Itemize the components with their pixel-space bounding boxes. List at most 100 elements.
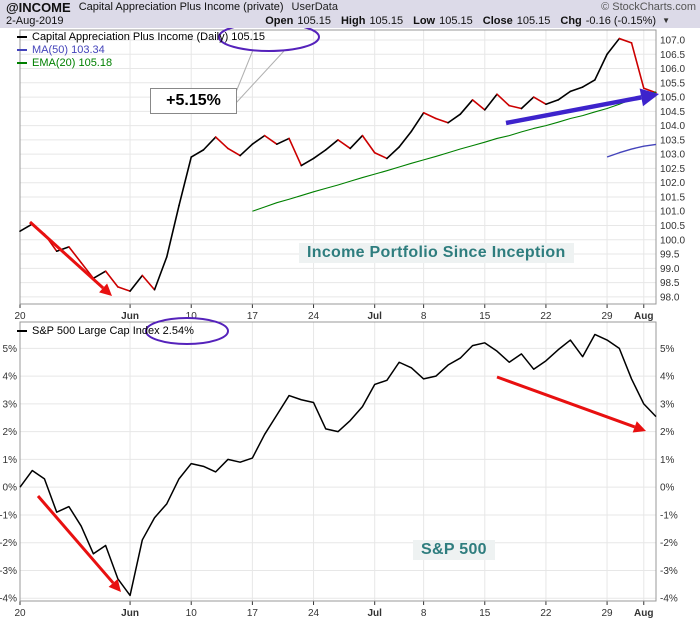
price-line-segment (263, 134, 278, 145)
x-axis-label: Jun (121, 311, 139, 322)
chart-title: Capital Appreciation Plus Income (privat… (78, 1, 284, 13)
price-line-segment (496, 93, 511, 107)
price-line-segment (251, 134, 266, 145)
callout-connector (235, 49, 254, 93)
price-line-segment (153, 256, 168, 291)
high-label: High (340, 14, 366, 27)
y-axis-label-right: 103.5 (660, 135, 685, 146)
change-direction-down-icon: ▼ (662, 16, 670, 25)
x-axis-label: 10 (186, 608, 198, 619)
price-line-segment (545, 99, 559, 106)
ema20-series-swatch (17, 61, 27, 64)
change-label: Chg (560, 14, 582, 27)
y-axis-label-right: 99.0 (660, 264, 680, 275)
blue-trend-arrow-line (505, 95, 642, 126)
price-series-swatch (17, 35, 27, 38)
legend-item-sp500: S&P 500 Large Cap Index 2.54% (17, 324, 194, 337)
y-axis-label-left: 3% (3, 399, 18, 410)
y-axis-label-right: 3% (660, 399, 675, 410)
y-axis-label-right: -2% (660, 538, 678, 549)
chart2-legend: S&P 500 Large Cap Index 2.54% (17, 324, 194, 337)
plot-border (19, 29, 657, 305)
price-line-segment (117, 286, 131, 292)
price-line-segment (422, 111, 437, 120)
price-line-segment (165, 204, 180, 258)
callout-connector (235, 50, 285, 104)
open-value: 105.15 (297, 14, 331, 27)
price-line-segment (324, 139, 339, 151)
price-line-segment (483, 93, 498, 111)
y-axis-label-right: -4% (660, 594, 678, 605)
x-axis-label: 8 (421, 311, 427, 322)
y-axis-label-right: 105.0 (660, 93, 685, 104)
price-line-segment (373, 151, 388, 160)
price-line-segment (435, 117, 449, 124)
y-axis-label-right: 102.5 (660, 164, 685, 175)
y-axis-label-right: 106.5 (660, 50, 685, 61)
copyright: © StockCharts.com (601, 1, 696, 13)
price-line-segment (19, 223, 34, 233)
close-label: Close (482, 14, 513, 27)
price-line-segment (141, 274, 156, 291)
price-line-segment (386, 146, 400, 160)
y-axis-label-right: 1% (660, 455, 675, 466)
y-axis-label-right: 107.0 (660, 35, 685, 46)
high-value: 105.15 (369, 14, 404, 27)
x-axis-label: 29 (602, 608, 614, 619)
price-line-segment (398, 130, 413, 148)
y-axis-label-right: -3% (660, 566, 678, 577)
y-axis-label-left: 5% (3, 344, 18, 355)
price-line-segment (630, 42, 645, 90)
price-line-segment (471, 99, 486, 111)
data-source: UserData (291, 1, 338, 13)
y-axis-label-right: 0% (660, 483, 675, 494)
open-label: Open (265, 14, 294, 27)
price-line-segment (202, 136, 217, 151)
y-axis-label-right: 103.0 (660, 150, 685, 161)
y-axis-label-right: 4% (660, 372, 675, 383)
price-line-segment (410, 111, 425, 133)
high-quote: High 105.15 (341, 15, 403, 27)
y-axis-label-right: 105.5 (660, 78, 685, 89)
price-line-segment (594, 53, 608, 81)
y-axis-label-right: 104.5 (660, 107, 685, 118)
y-axis-label-right: 102.0 (660, 178, 685, 189)
chart-header: @INCOME Capital Appreciation Plus Income… (0, 0, 700, 28)
y-axis-label-right: 100.0 (660, 235, 685, 246)
legend-label-price: Capital Appreciation Plus Income (Daily)… (32, 30, 265, 43)
y-axis-label-left: 4% (3, 372, 18, 383)
price-line-segment (227, 147, 241, 157)
x-axis-label: 17 (247, 311, 259, 322)
x-axis-label: 22 (540, 608, 552, 619)
price-line-segment (214, 136, 229, 150)
x-axis-label: 24 (308, 608, 320, 619)
x-axis-label: Aug (634, 608, 653, 619)
x-axis-label: 10 (186, 311, 198, 322)
price-line-segment (239, 143, 254, 157)
legend-item-price: Capital Appreciation Plus Income (Daily)… (17, 30, 265, 43)
price-line-segment (129, 274, 144, 292)
y-axis-label-right: 98.5 (660, 278, 680, 289)
change-quote: Chg -0.16 (-0.15%) (560, 15, 656, 27)
plot-border (19, 321, 657, 602)
legend-item-ma50: MA(50) 103.34 (17, 43, 265, 56)
price-line-segment (508, 104, 523, 110)
blue-trend-arrow-head (639, 88, 659, 107)
series-line-MA(50) (606, 143, 657, 158)
low-quote: Low 105.15 (413, 15, 473, 27)
sp500-callout-ellipse (145, 317, 229, 345)
x-axis-label: 8 (421, 608, 427, 619)
price-line-segment (557, 90, 572, 101)
x-axis-label: Jun (121, 608, 139, 619)
sp500-label: S&P 500 (413, 540, 495, 560)
price-line-segment (288, 137, 303, 167)
price-line-segment (459, 99, 474, 115)
x-axis-label: 20 (14, 608, 26, 619)
price-line-segment (606, 37, 621, 56)
close-quote: Close 105.15 (483, 15, 551, 27)
price-line-segment (447, 113, 462, 124)
red-down-arrow-bottom-left-line (36, 495, 115, 584)
x-axis-label: 20 (14, 311, 26, 322)
portfolio-inception-label: Income Portfolio Since Inception (299, 243, 574, 263)
